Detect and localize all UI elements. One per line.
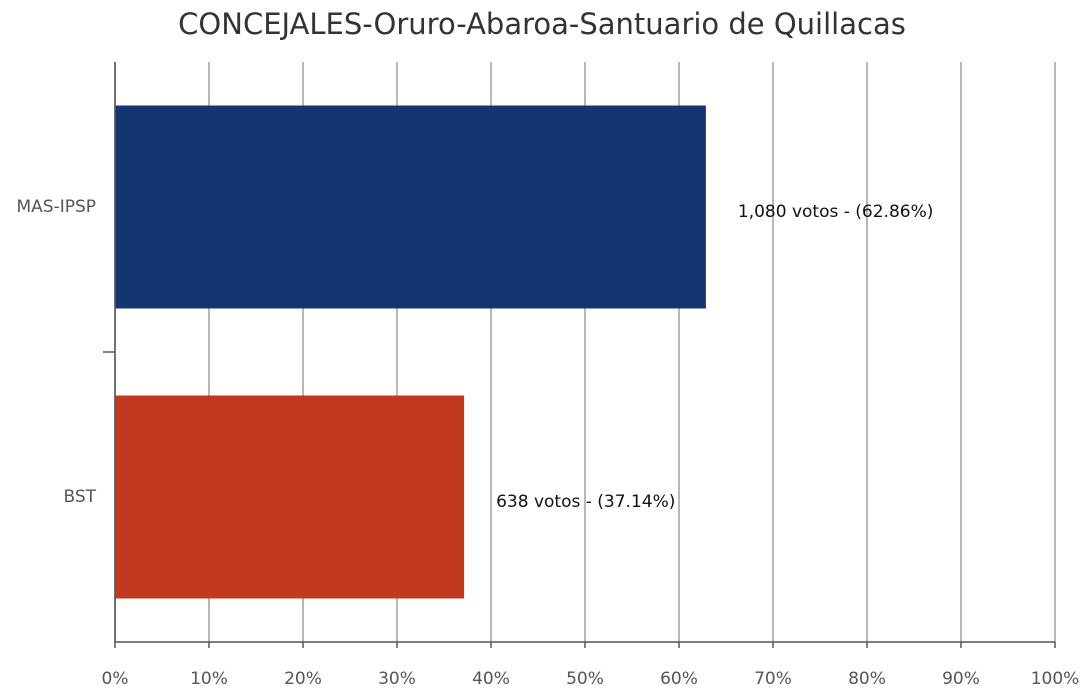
y-tick-label: MAS-IPSP: [16, 197, 96, 217]
x-tick-label: 40%: [472, 669, 510, 689]
x-tick-label: 90%: [942, 669, 980, 689]
x-tick-label: 20%: [284, 669, 322, 689]
data-label: 1,080 votos - (62.86%): [738, 202, 933, 222]
x-tick-label: 0%: [102, 669, 129, 689]
y-tick-label: BST: [63, 487, 96, 507]
x-tick-label: 100%: [1031, 669, 1080, 689]
x-tick-label: 70%: [754, 669, 792, 689]
data-label: 638 votos - (37.14%): [496, 492, 675, 512]
bar: [115, 395, 465, 599]
x-tick-label: 10%: [190, 669, 228, 689]
x-tick-label: 30%: [378, 669, 416, 689]
bar: [115, 105, 706, 309]
chart-title: CONCEJALES-Oruro-Abaroa-Santuario de Qui…: [178, 7, 906, 41]
x-tick-label: 80%: [848, 669, 886, 689]
x-tick-label: 60%: [660, 669, 698, 689]
x-tick-label: 50%: [566, 669, 604, 689]
